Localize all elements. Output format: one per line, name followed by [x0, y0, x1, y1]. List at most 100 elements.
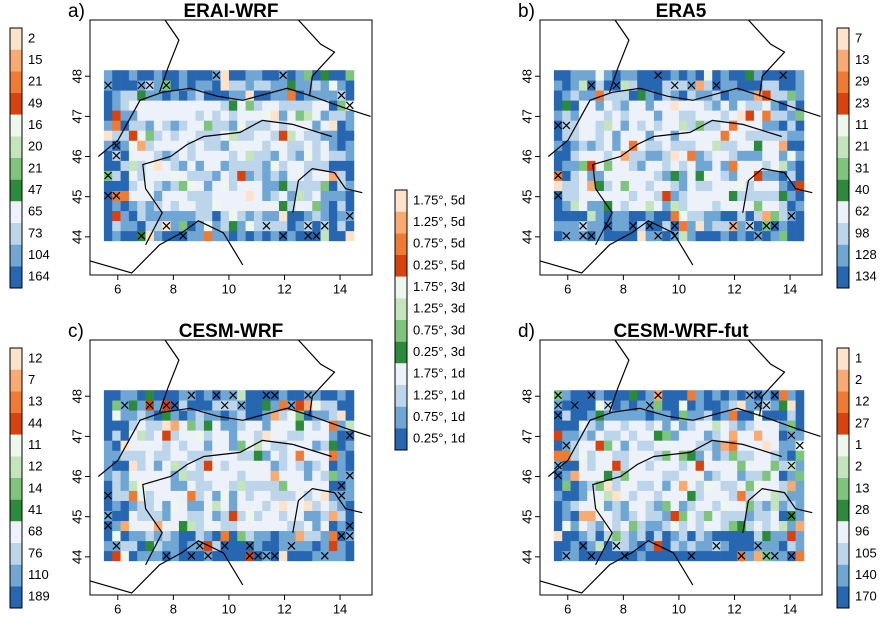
cross-mark	[645, 221, 654, 230]
grid-cell	[745, 170, 755, 181]
grid-cell	[770, 130, 780, 141]
grid-cell	[337, 120, 346, 131]
grid-cell	[712, 210, 721, 222]
cross-mark	[220, 541, 229, 550]
grid-cell	[303, 400, 313, 411]
grid-cell	[687, 230, 696, 242]
grid-cell	[737, 150, 746, 161]
legend-value: 13	[855, 480, 869, 495]
grid-cell	[120, 130, 130, 141]
grid-cell	[595, 170, 605, 181]
grid-cell	[712, 420, 721, 431]
cross-mark	[337, 531, 346, 540]
grid-cell	[703, 150, 713, 161]
grid-cell	[728, 130, 738, 141]
grid-cell	[603, 90, 613, 101]
grid-cell	[753, 80, 763, 91]
grid-cell	[678, 390, 688, 401]
grid-cell	[228, 470, 238, 481]
grid-cell	[612, 450, 621, 461]
grid-cell	[253, 390, 263, 401]
grid-cell	[728, 480, 738, 491]
grid-cell	[762, 100, 771, 111]
x-tick-label: 10	[222, 601, 236, 616]
grid-cell	[220, 200, 230, 212]
grid-cell	[128, 150, 138, 161]
grid-cell	[678, 140, 688, 151]
grid-cell	[245, 520, 255, 532]
grid-cell	[678, 540, 688, 552]
legend-value: 21	[855, 139, 869, 154]
grid-cell	[328, 400, 338, 411]
grid-cell	[612, 520, 621, 532]
grid-cell	[312, 460, 321, 471]
grid-cell	[237, 180, 246, 191]
grid-cell	[678, 180, 688, 191]
grid-cell	[220, 490, 230, 501]
grid-cell	[787, 470, 796, 481]
grid-cell	[678, 120, 688, 131]
grid-cell	[737, 180, 746, 191]
grid-cell	[145, 140, 155, 151]
grid-cell	[595, 130, 605, 141]
grid-cell	[128, 80, 138, 91]
grid-cell	[712, 200, 721, 212]
legend-swatch	[837, 266, 849, 288]
grid-cell	[187, 180, 196, 191]
grid-cell	[678, 440, 688, 451]
cross-mark	[604, 401, 612, 410]
grid-cell	[253, 230, 263, 242]
grid-cell	[278, 190, 288, 202]
grid-cell	[762, 470, 771, 481]
grid-cell	[162, 440, 171, 451]
grid-cell	[603, 460, 613, 471]
legend-swatch	[837, 158, 849, 180]
grid-cell	[312, 490, 321, 501]
grid-cell	[703, 470, 713, 481]
grid-cell	[620, 90, 630, 101]
grid-cell	[703, 70, 713, 81]
grid-cell	[770, 450, 780, 461]
grid-cell	[620, 510, 630, 522]
grid-cell	[695, 110, 705, 121]
grid-cell	[328, 110, 338, 121]
grid-cell	[603, 480, 613, 491]
cross-mark	[670, 221, 679, 230]
grid-cell	[345, 540, 355, 552]
grid-cell	[645, 180, 655, 191]
grid-cell	[328, 180, 338, 191]
grid-cell	[153, 180, 163, 191]
grid-cell	[603, 410, 613, 421]
grid-cell	[153, 140, 163, 151]
cross-mark	[745, 391, 754, 400]
grid-cell	[328, 420, 338, 431]
grid-cell	[220, 70, 230, 81]
grid-cell	[112, 460, 121, 471]
grid-cell	[603, 500, 613, 511]
cross-mark	[562, 231, 571, 240]
cross-mark	[770, 221, 779, 230]
grid-cell	[228, 540, 238, 552]
grid-cell	[212, 220, 221, 232]
grid-cell	[303, 500, 313, 511]
y-tick-label: 45	[69, 189, 84, 203]
grid-cell	[745, 450, 755, 461]
grid-cell	[328, 430, 338, 441]
grid-cell	[328, 160, 338, 171]
grid-cell	[695, 90, 705, 101]
grid-cell	[253, 190, 263, 202]
grid-cell	[737, 430, 746, 441]
grid-cell	[653, 520, 663, 532]
grid-cell	[712, 100, 721, 111]
grid-cell	[653, 530, 663, 542]
cross-mark	[345, 521, 354, 530]
grid-cell	[153, 550, 163, 562]
grid-cell	[178, 490, 188, 501]
grid-cell	[595, 100, 605, 111]
grid-cell	[762, 90, 771, 101]
cross-mark	[204, 551, 213, 560]
grid-cell	[345, 480, 355, 491]
grid-cell	[120, 420, 130, 431]
legend-value: 2	[855, 372, 862, 387]
grid-cell	[728, 420, 738, 431]
